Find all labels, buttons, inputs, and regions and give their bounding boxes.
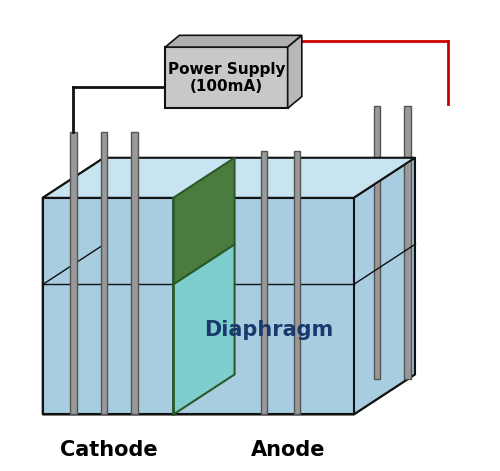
FancyBboxPatch shape (165, 47, 288, 108)
Polygon shape (165, 35, 302, 47)
Polygon shape (43, 198, 354, 414)
Polygon shape (43, 158, 415, 198)
Polygon shape (374, 106, 380, 379)
Text: Diaphragm: Diaphragm (204, 320, 334, 340)
Polygon shape (288, 35, 302, 108)
Polygon shape (43, 374, 415, 414)
Polygon shape (174, 158, 234, 284)
Polygon shape (70, 132, 76, 414)
Polygon shape (294, 151, 300, 414)
Polygon shape (354, 158, 415, 414)
Text: Power Supply
(100mA): Power Supply (100mA) (168, 62, 285, 94)
Text: Anode: Anode (250, 440, 325, 460)
Polygon shape (132, 132, 138, 414)
Polygon shape (104, 158, 415, 374)
Polygon shape (261, 151, 268, 414)
Text: Cathode: Cathode (60, 440, 158, 460)
Polygon shape (100, 132, 107, 414)
Polygon shape (404, 106, 411, 379)
Polygon shape (43, 158, 104, 414)
Polygon shape (174, 244, 234, 414)
